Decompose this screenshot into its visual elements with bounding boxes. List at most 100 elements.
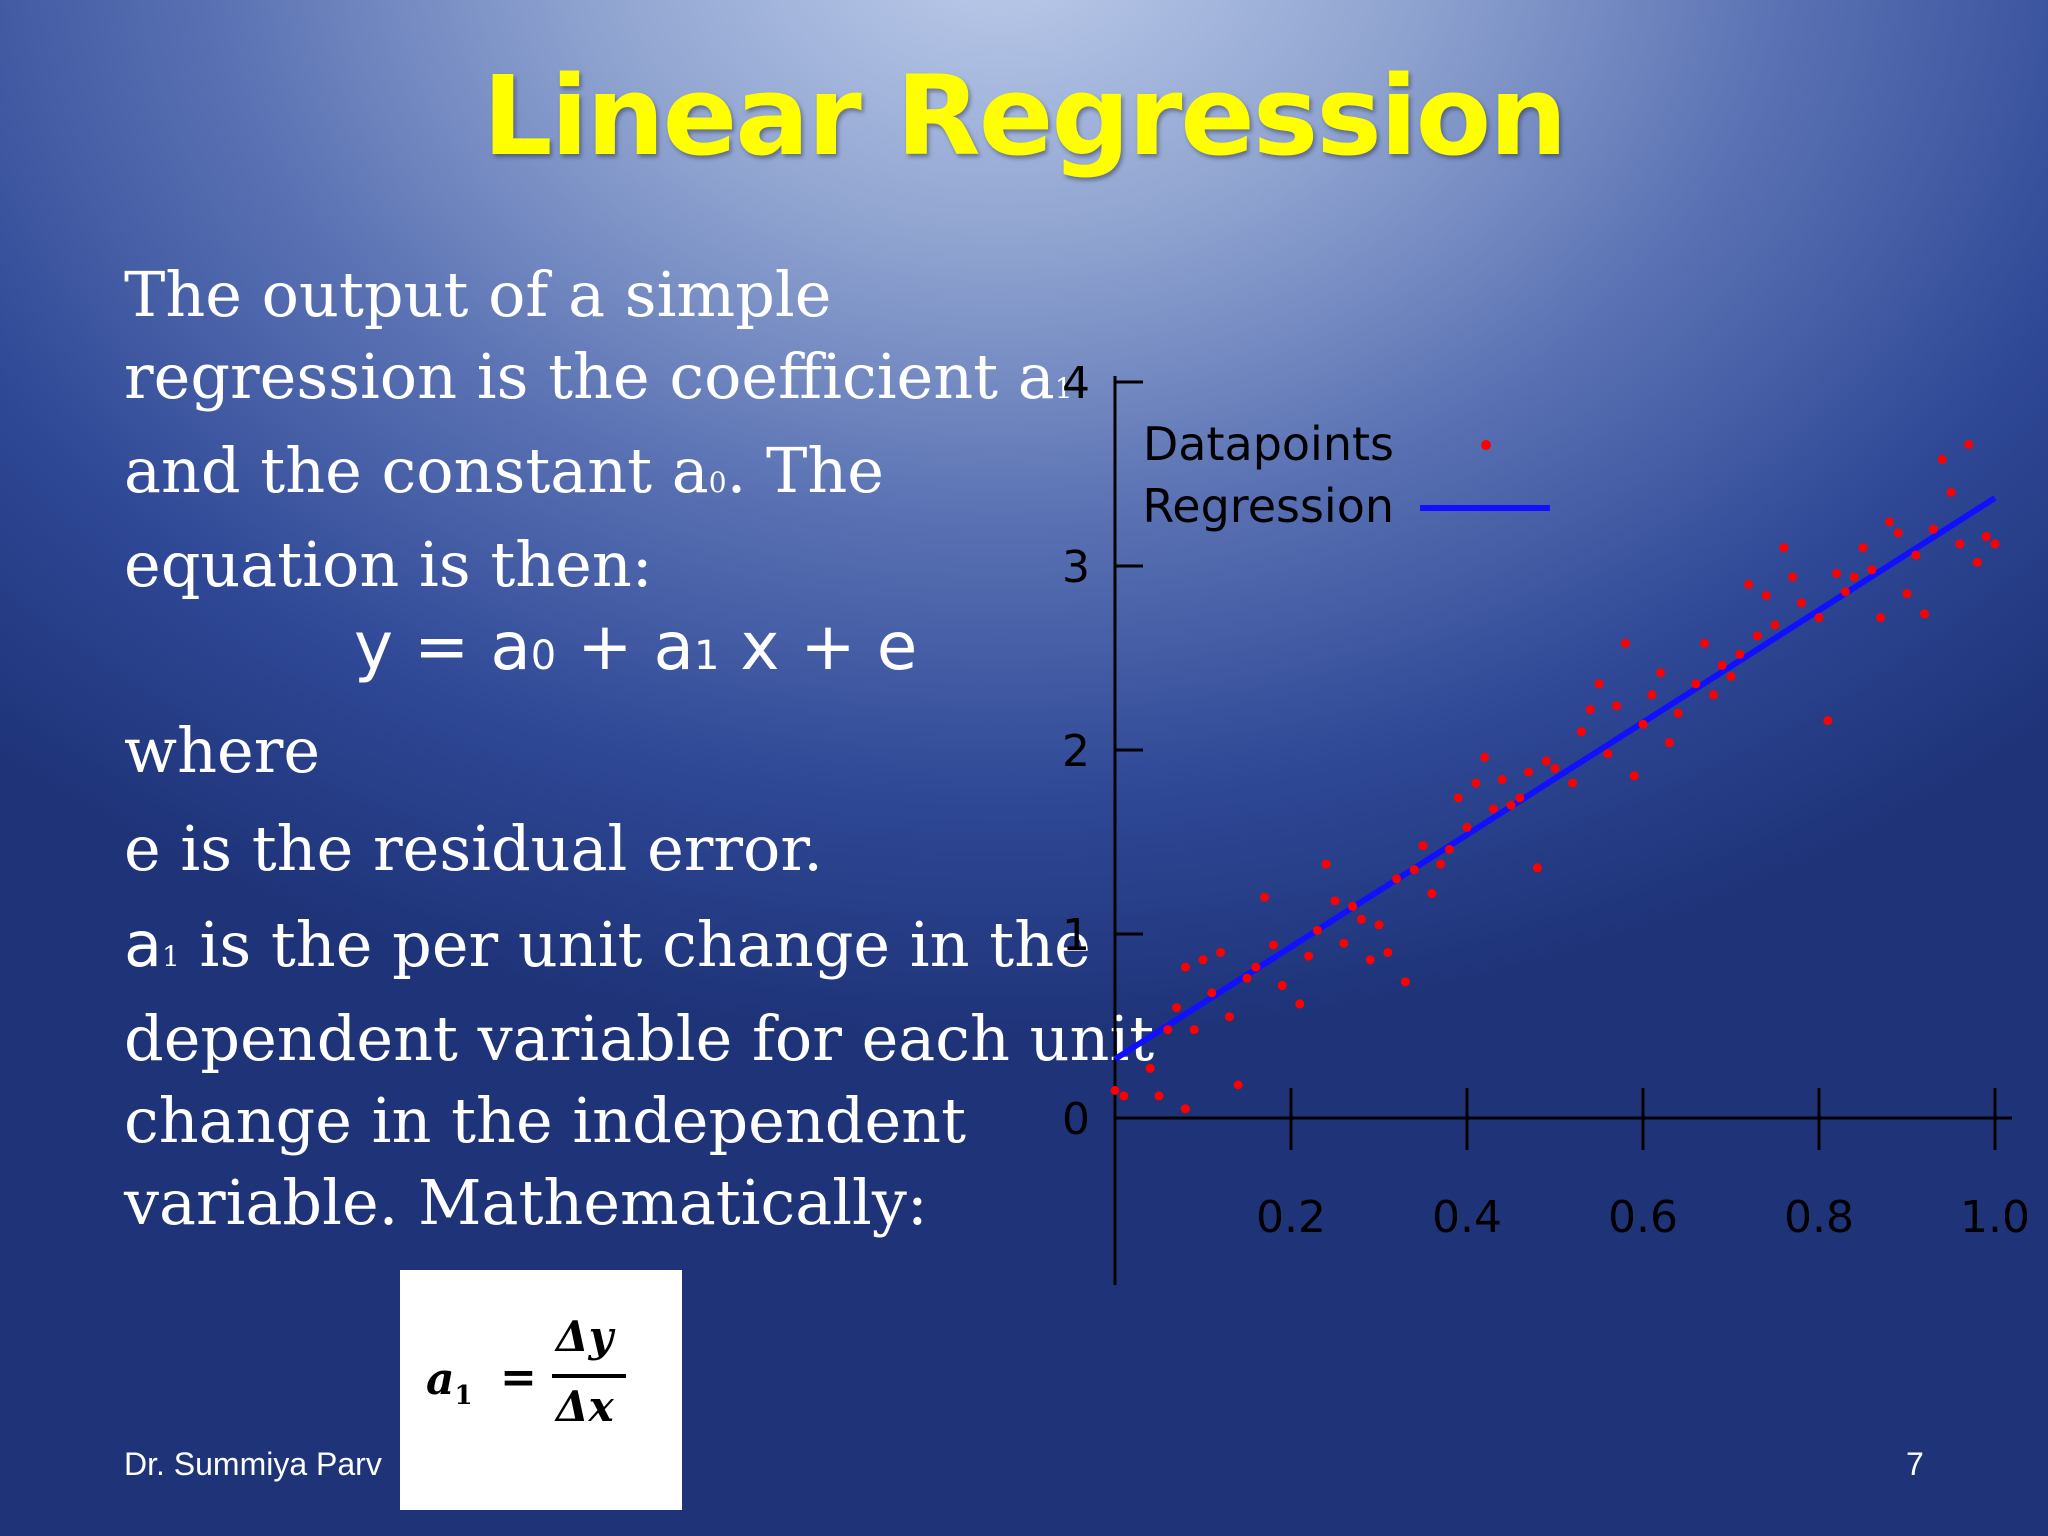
data-point	[1911, 550, 1921, 560]
data-point	[1409, 865, 1419, 875]
data-point	[1506, 800, 1516, 810]
data-point	[1849, 572, 1859, 582]
data-point	[1629, 771, 1639, 781]
data-point	[1480, 752, 1490, 762]
data-point	[1251, 962, 1261, 972]
data-point	[1497, 774, 1507, 784]
data-point	[1400, 977, 1410, 987]
x-tick-label: 0.4	[1432, 1192, 1502, 1243]
data-point	[1436, 859, 1446, 869]
data-point	[1964, 440, 1974, 450]
data-point	[1180, 1104, 1190, 1114]
data-point	[1154, 1091, 1164, 1101]
residual-text: e is the residual error.	[124, 812, 823, 885]
data-point	[1198, 955, 1208, 965]
where-text: where	[124, 714, 321, 787]
data-point	[1532, 863, 1542, 873]
data-point	[1893, 528, 1903, 538]
data-point	[1832, 568, 1842, 578]
data-point	[1172, 1003, 1182, 1013]
data-point	[1585, 705, 1595, 715]
formula-lhs: a1	[426, 1354, 473, 1411]
data-point	[1620, 638, 1630, 648]
data-point	[1744, 579, 1754, 589]
data-point	[1779, 543, 1789, 553]
intro-paragraph: The output of a simple regression is the…	[124, 254, 1073, 606]
data-point	[1594, 679, 1604, 689]
data-point	[1462, 822, 1472, 832]
legend-datapoints-marker	[1481, 440, 1491, 450]
data-point	[1189, 1025, 1199, 1035]
data-point	[1383, 947, 1393, 957]
fraction-bar	[552, 1374, 626, 1378]
data-point	[1647, 690, 1657, 700]
regression-line	[1113, 495, 1997, 1062]
data-point	[1312, 925, 1322, 935]
data-point	[1814, 613, 1824, 623]
data-point	[1928, 524, 1938, 534]
data-point	[1515, 793, 1525, 803]
formula-numerator: Δy	[556, 1312, 613, 1361]
data-point	[1216, 947, 1226, 957]
data-point	[1330, 896, 1340, 906]
data-point	[1541, 756, 1551, 766]
data-point	[1726, 671, 1736, 681]
page-number: 7	[1906, 1446, 1924, 1482]
data-point	[1268, 940, 1278, 950]
data-point	[1691, 679, 1701, 689]
data-point	[1427, 889, 1437, 899]
data-point	[1260, 892, 1270, 902]
x-tick-label: 1.0	[1960, 1192, 2030, 1243]
slide-title: Linear Regression	[482, 52, 1568, 180]
data-point	[1708, 690, 1718, 700]
data-point	[1796, 598, 1806, 608]
footer-author: Dr. Summiya Parv	[124, 1446, 382, 1482]
data-point	[1339, 938, 1349, 948]
data-point	[1858, 543, 1868, 553]
data-point	[1761, 590, 1771, 600]
formula-image: a1 = Δy Δx	[400, 1270, 682, 1510]
coef-line-4: variable. Mathematically:	[124, 1166, 928, 1239]
coefficient-paragraph: a1 is the per unit change in the depende…	[124, 904, 1154, 1244]
coef-line-1: a1 is the per unit change in the	[124, 908, 1091, 981]
data-point	[1603, 749, 1613, 759]
data-point	[1920, 609, 1930, 619]
data-point	[1365, 955, 1375, 965]
data-point	[1180, 962, 1190, 972]
data-point	[1972, 557, 1982, 567]
coef-line-3: change in the independent	[124, 1084, 967, 1157]
data-point	[1295, 999, 1305, 1009]
data-point	[1823, 716, 1833, 726]
data-point	[1656, 668, 1666, 678]
x-tick-label: 0.6	[1608, 1192, 1678, 1243]
data-point	[1488, 804, 1498, 814]
legend-regression-label: Regression	[1142, 479, 1394, 533]
data-point	[1876, 613, 1886, 623]
data-point	[1946, 487, 1956, 497]
data-point	[1224, 1012, 1234, 1022]
legend-datapoints-label: Datapoints	[1143, 417, 1394, 471]
data-point	[1550, 763, 1560, 773]
data-point	[1568, 778, 1578, 788]
data-point	[1524, 767, 1534, 777]
data-point	[1356, 914, 1366, 924]
data-point	[1840, 587, 1850, 597]
data-point	[1444, 844, 1454, 854]
subscript: 0	[708, 466, 727, 499]
data-point	[1163, 1025, 1173, 1035]
data-point	[1867, 565, 1877, 575]
x-tick-label: 0.8	[1784, 1192, 1854, 1243]
formula-equals: =	[500, 1352, 537, 1403]
data-point	[1981, 532, 1991, 542]
intro-line-1: The output of a simple	[124, 258, 832, 331]
data-point	[1392, 874, 1402, 884]
intro-line-3: and the constant a0. The	[124, 434, 884, 507]
regression-equation: y = a0 + a1 x + e	[354, 608, 918, 685]
formula-denominator: Δx	[556, 1382, 614, 1431]
coef-line-2: dependent variable for each unit	[124, 1002, 1155, 1075]
data-point	[1990, 539, 2000, 549]
data-point	[1233, 1080, 1243, 1090]
data-point	[1612, 701, 1622, 711]
data-point	[1735, 649, 1745, 659]
subscript: 1	[1054, 372, 1073, 405]
